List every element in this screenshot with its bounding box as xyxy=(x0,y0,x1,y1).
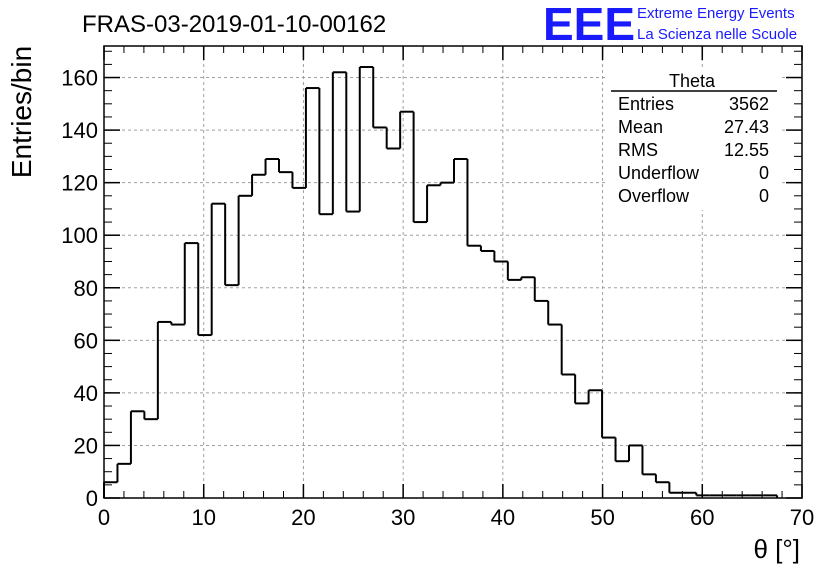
x-axis-label: θ [°] xyxy=(753,534,800,564)
x-tick-label: 70 xyxy=(790,505,814,530)
y-tick-label: 120 xyxy=(61,171,98,196)
x-tick-label: 50 xyxy=(590,505,614,530)
stats-value: 3562 xyxy=(729,94,769,114)
y-tick-label: 20 xyxy=(74,433,98,458)
x-tick-label: 30 xyxy=(391,505,415,530)
stats-label: Overflow xyxy=(618,186,690,206)
stats-box: Theta Entries 3562 Mean 27.43 RMS 12.55 Underf… xyxy=(608,70,780,210)
stats-label: Mean xyxy=(618,117,663,137)
stats-label: Entries xyxy=(618,94,674,114)
stats-title: Theta xyxy=(669,71,716,91)
y-tick-label: 40 xyxy=(74,381,98,406)
stats-box-background xyxy=(608,70,780,210)
y-tick-label: 80 xyxy=(74,276,98,301)
stats-value: 12.55 xyxy=(724,140,769,160)
y-tick-label: 100 xyxy=(61,223,98,248)
stats-label: RMS xyxy=(618,140,658,160)
y-tick-label: 0 xyxy=(86,486,98,511)
logo-line-1: Extreme Energy Events xyxy=(637,5,795,22)
x-tick-label: 40 xyxy=(491,505,515,530)
x-tick-label: 10 xyxy=(191,505,215,530)
stats-label: Underflow xyxy=(618,163,700,183)
histogram-series xyxy=(103,66,779,498)
stats-value: 0 xyxy=(759,163,769,183)
axes: 0 10 20 30 40 50 60 70 0 20 40 60 80 100 120 140 160 xyxy=(61,46,814,530)
logo-line-2: La Scienza nelle Scuole xyxy=(637,26,797,43)
stats-rows: Entries 3562 Mean 27.43 RMS 12.55 Underflow 0 Ov… xyxy=(618,94,769,206)
x-tick-label: 0 xyxy=(98,505,110,530)
plot-frame xyxy=(103,45,803,499)
x-tick-label: 20 xyxy=(291,505,315,530)
y-tick-label: 60 xyxy=(74,328,98,353)
eee-logo-mark: EEE xyxy=(543,0,635,50)
y-tick-label: 160 xyxy=(61,66,98,91)
x-tick-label: 60 xyxy=(690,505,714,530)
y-axis-label: Entries/bin xyxy=(6,46,37,178)
y-tick-label: 140 xyxy=(61,118,98,143)
chart-title: FRAS-03-2019-01-10-00162 xyxy=(82,11,386,38)
stats-value: 27.43 xyxy=(724,117,769,137)
stats-value: 0 xyxy=(759,186,769,206)
